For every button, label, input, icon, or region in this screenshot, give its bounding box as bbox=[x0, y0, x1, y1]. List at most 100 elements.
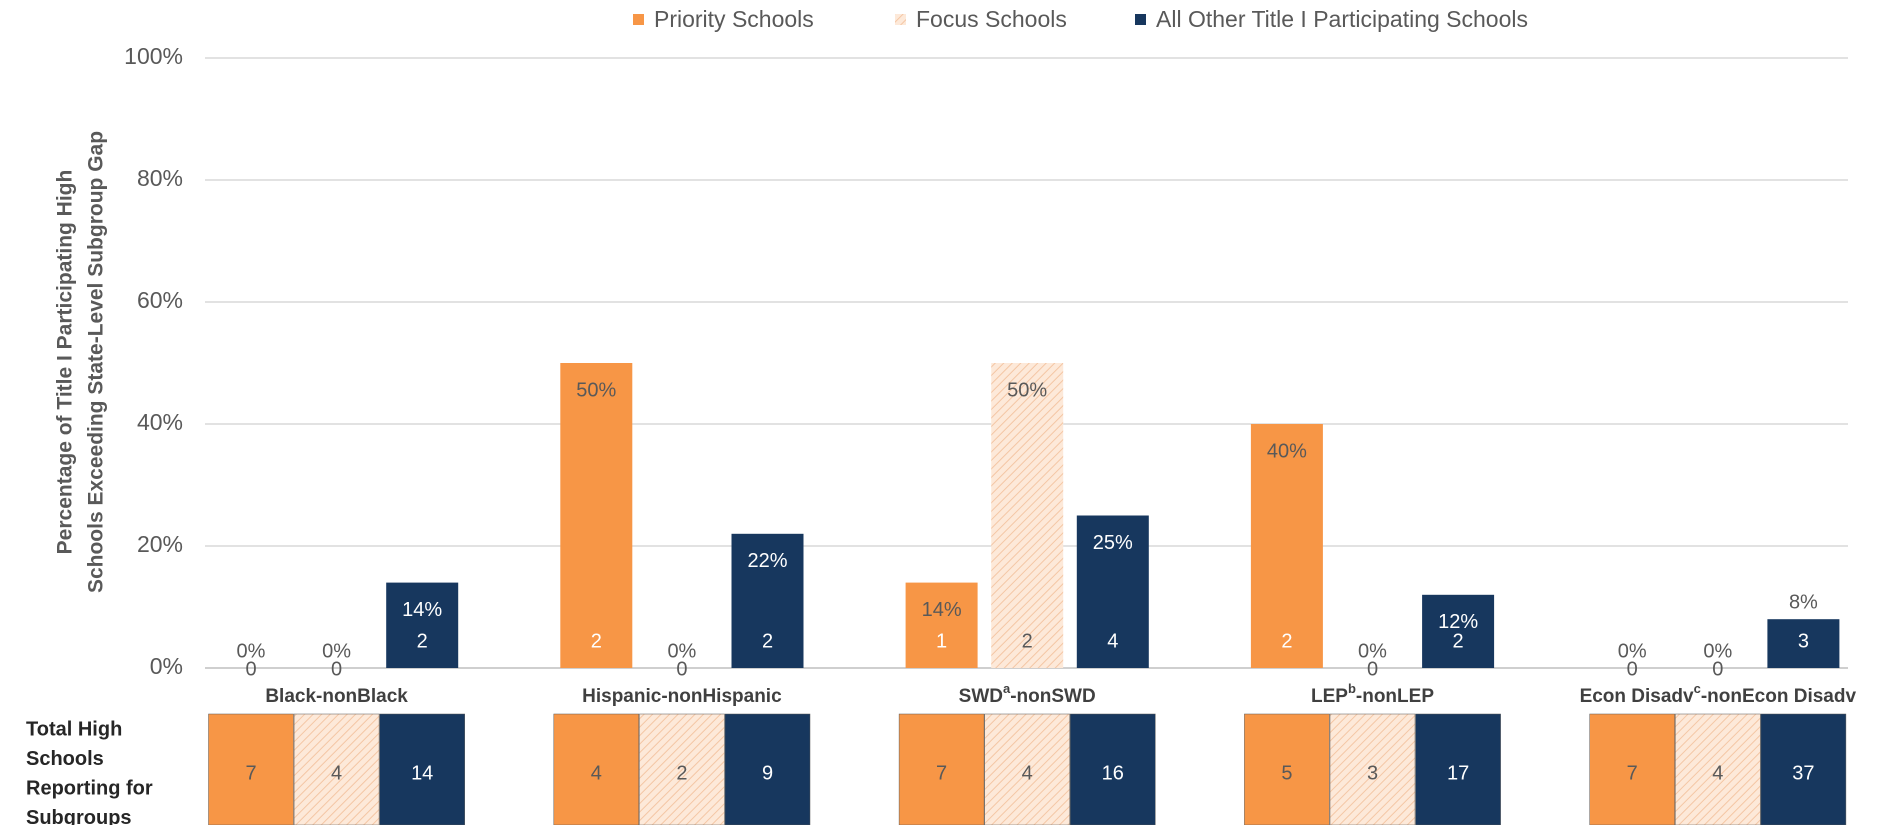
value-label: 22% bbox=[747, 550, 787, 572]
value-label: 0% bbox=[667, 640, 696, 662]
table-cell bbox=[984, 713, 1070, 825]
y-tick-label: 40% bbox=[137, 409, 183, 435]
value-label: 14% bbox=[922, 599, 962, 621]
category-part: Black-nonBlack bbox=[265, 686, 408, 707]
count-label: 0 bbox=[331, 658, 342, 680]
table-row-label: Reporting for bbox=[26, 777, 153, 799]
table-value: 4 bbox=[331, 762, 342, 784]
category-part: -nonSWD bbox=[1010, 686, 1095, 707]
count-label: 0 bbox=[1627, 658, 1638, 680]
table-row-label: Schools bbox=[26, 748, 104, 770]
count-label: 0 bbox=[245, 658, 256, 680]
table-cell bbox=[1070, 713, 1156, 825]
legend-swatch bbox=[633, 14, 644, 25]
table-value: 7 bbox=[1627, 762, 1638, 784]
category-part: Hispanic-nonHispanic bbox=[582, 686, 782, 707]
count-label: 2 bbox=[1453, 630, 1464, 652]
count-label: 2 bbox=[762, 630, 773, 652]
bar bbox=[560, 363, 633, 668]
x-tick-label: Black-nonBlack bbox=[265, 686, 408, 707]
value-label: 50% bbox=[1007, 379, 1047, 401]
table-value: 2 bbox=[676, 762, 687, 784]
table-cell bbox=[1244, 713, 1330, 825]
category-part: a bbox=[1003, 681, 1011, 696]
count-label: 0 bbox=[1712, 658, 1723, 680]
value-label: 12% bbox=[1438, 611, 1478, 633]
y-tick-label: 80% bbox=[137, 165, 183, 191]
category-part: -nonEcon Disadv bbox=[1701, 686, 1857, 707]
bar bbox=[1767, 619, 1840, 668]
table-value: 4 bbox=[1712, 762, 1723, 784]
y-tick-label: 20% bbox=[137, 531, 183, 557]
bar bbox=[386, 582, 459, 668]
count-label: 0 bbox=[676, 658, 687, 680]
table-cell bbox=[1415, 713, 1501, 825]
bar bbox=[1422, 594, 1495, 668]
value-label: 0% bbox=[1358, 640, 1387, 662]
category-part: Econ Disadv bbox=[1580, 686, 1694, 707]
count-label: 3 bbox=[1798, 630, 1809, 652]
bar bbox=[905, 582, 978, 668]
bar bbox=[731, 533, 804, 668]
table-value: 16 bbox=[1102, 762, 1124, 784]
table-value: 14 bbox=[411, 762, 433, 784]
table-cell bbox=[1589, 713, 1675, 825]
count-label: 4 bbox=[1107, 630, 1118, 652]
table-cell bbox=[1329, 713, 1416, 825]
category-part: c bbox=[1694, 681, 1701, 696]
x-tick-label: LEPb-nonLEP bbox=[1311, 681, 1434, 707]
value-label: 0% bbox=[1703, 640, 1732, 662]
table-value: 7 bbox=[245, 762, 256, 784]
x-tick-label: Econ Disadvc-nonEcon Disadv bbox=[1580, 681, 1857, 707]
value-label: 40% bbox=[1267, 440, 1307, 462]
bar bbox=[1250, 424, 1323, 668]
table-cell bbox=[379, 713, 465, 825]
table-value: 37 bbox=[1792, 762, 1814, 784]
value-label: 14% bbox=[402, 599, 442, 621]
value-label: 0% bbox=[1618, 640, 1647, 662]
legend-swatch bbox=[895, 14, 906, 25]
table-value: 4 bbox=[591, 762, 602, 784]
y-tick-label: 60% bbox=[137, 287, 183, 313]
value-label: 50% bbox=[576, 379, 616, 401]
value-label: 0% bbox=[322, 640, 351, 662]
table-value: 17 bbox=[1447, 762, 1469, 784]
table-cell bbox=[553, 713, 640, 825]
table-value: 5 bbox=[1281, 762, 1292, 784]
x-tick-label: Hispanic-nonHispanic bbox=[582, 686, 782, 707]
count-label: 2 bbox=[1022, 630, 1033, 652]
table-cell bbox=[724, 713, 811, 825]
y-axis-title: Percentage of Title I Participating High bbox=[54, 170, 77, 555]
table-value: 4 bbox=[1022, 762, 1033, 784]
category-part: b bbox=[1348, 681, 1356, 696]
table-value: 7 bbox=[936, 762, 947, 784]
table-value: 9 bbox=[762, 762, 773, 784]
table-cell bbox=[1675, 713, 1761, 825]
value-label: 25% bbox=[1093, 532, 1133, 554]
table-cell bbox=[639, 713, 725, 825]
bar bbox=[1076, 515, 1149, 668]
table-cell bbox=[1760, 713, 1847, 825]
category-part: SWD bbox=[959, 686, 1003, 707]
value-label: 0% bbox=[237, 640, 266, 662]
value-label: 8% bbox=[1789, 591, 1818, 613]
table-cell bbox=[898, 713, 985, 825]
y-axis-title: Schools Exceeding State-Level Subgroup G… bbox=[85, 131, 108, 593]
legend-label: All Other Title I Participating Schools bbox=[1156, 6, 1528, 32]
category-part: LEP bbox=[1311, 686, 1348, 707]
bar bbox=[991, 363, 1064, 668]
legend-swatch bbox=[1135, 14, 1146, 25]
table-cell bbox=[208, 713, 294, 825]
table-value: 3 bbox=[1367, 762, 1378, 784]
count-label: 1 bbox=[936, 630, 947, 652]
y-tick-label: 0% bbox=[150, 653, 183, 679]
table-cell bbox=[293, 713, 380, 825]
count-label: 0 bbox=[1367, 658, 1378, 680]
category-part: -nonLEP bbox=[1356, 686, 1434, 707]
x-tick-label: SWDa-nonSWD bbox=[959, 681, 1096, 707]
legend-label: Priority Schools bbox=[654, 6, 814, 32]
count-label: 2 bbox=[1281, 630, 1292, 652]
y-tick-label: 100% bbox=[124, 43, 183, 69]
table-row-label: Total High bbox=[26, 718, 122, 740]
